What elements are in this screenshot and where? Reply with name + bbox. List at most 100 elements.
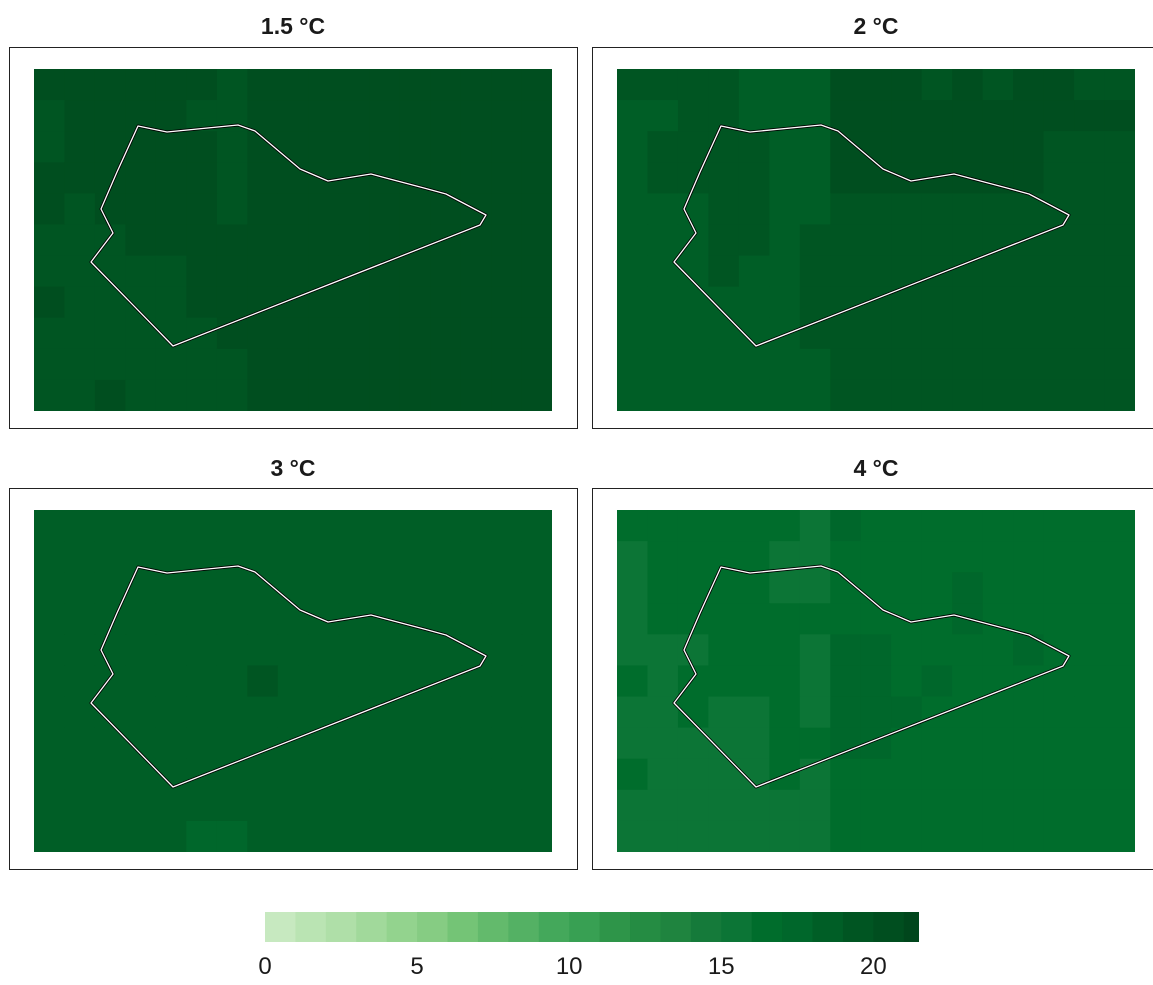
heatmap-cell [830,696,862,729]
heatmap-4 [617,510,1135,852]
heatmap-cell [1074,758,1106,791]
heatmap-cell [830,224,862,257]
heatmap-cell [155,224,187,257]
map-panel-3 [34,510,552,852]
heatmap-cell [799,572,831,604]
heatmap-cell [491,224,523,257]
heatmap-cell [521,69,552,101]
heatmap-cell [155,348,187,381]
heatmap-cell [1104,69,1135,101]
heatmap-cell [617,541,649,573]
heatmap-cell [830,510,862,542]
heatmap-cell [738,603,770,635]
heatmap-cell [982,193,1014,226]
colorbar-swatch [690,912,722,942]
heatmap-cell [708,348,740,381]
heatmap-cell [891,224,923,257]
heatmap-cell [830,379,862,411]
heatmap-cell [921,193,953,226]
panel-title-1: 1.5 °C [260,13,326,39]
heatmap-cell [799,162,831,194]
heatmap-cell [1074,224,1106,257]
heatmap-cell [982,317,1014,350]
heatmap-cell [647,727,679,760]
heatmap-cell [34,255,66,288]
heatmap-cell [799,348,831,381]
heatmap-cell [155,541,187,573]
heatmap-cell [308,379,340,411]
heatmap-cell [186,603,218,635]
heatmap-cell [460,100,492,132]
colorbar-swatch [903,912,919,942]
heatmap-cell [491,510,523,542]
heatmap-cell [430,541,462,573]
heatmap-cell [491,286,523,319]
heatmap-cell [338,727,370,760]
heatmap-cell [338,572,370,604]
heatmap-cell [277,255,309,288]
heatmap-cell [647,820,679,852]
heatmap-cell [308,100,340,132]
heatmap-cell [617,789,649,822]
heatmap-cell [860,379,892,411]
heatmap-cell [369,510,401,542]
heatmap-cell [491,665,523,698]
heatmap-cell [1013,348,1045,381]
heatmap-cell [155,696,187,729]
heatmap-cell [799,510,831,542]
heatmap-cell [216,348,248,381]
heatmap-cell [982,789,1014,822]
heatmap-cell [830,348,862,381]
heatmap-cell [708,665,740,698]
heatmap-cell [64,572,96,604]
heatmap-cell [952,572,984,604]
heatmap-cell [1104,317,1135,350]
heatmap-cell [1074,131,1106,163]
heatmap-cell [1104,131,1135,163]
heatmap-cell [399,696,431,729]
heatmap-cell [891,572,923,604]
heatmap-cell [155,131,187,163]
heatmap-cell [799,286,831,319]
colorbar-swatch [508,912,540,942]
heatmap-cell [982,379,1014,411]
heatmap-cell [155,193,187,226]
heatmap-cell [952,100,984,132]
heatmap-cell [617,379,649,411]
heatmap-cell [1104,379,1135,411]
heatmap-cell [738,162,770,194]
heatmap-cell [891,510,923,542]
heatmap-cell [460,255,492,288]
heatmap-cell [277,603,309,635]
heatmap-cell [338,286,370,319]
colorbar-tick-label: 10 [555,953,583,980]
heatmap-cell [617,286,649,319]
heatmap-cell [247,69,279,101]
heatmap-cell [738,131,770,163]
heatmap-cell [186,789,218,822]
heatmap-cell [952,696,984,729]
heatmap-cell [308,541,340,573]
heatmap-cell [308,510,340,542]
heatmap-cell [338,665,370,698]
heatmap-cell [860,193,892,226]
heatmap-cell [708,162,740,194]
heatmap-cell [952,317,984,350]
heatmap-cell [708,789,740,822]
heatmap-cell [460,162,492,194]
heatmap-cell [617,131,649,163]
colorbar-tick-label: 5 [410,953,424,980]
heatmap-cell [830,634,862,667]
heatmap-cell [277,789,309,822]
heatmap-cell [491,696,523,729]
heatmap-cell [1104,100,1135,132]
heatmap-cell [677,572,710,604]
heatmap-cell [186,727,218,760]
heatmap-cell [247,224,279,257]
heatmap-cell [1074,572,1106,604]
heatmap-cell [64,789,96,822]
heatmap-cell [617,255,649,288]
heatmap-cell [860,131,892,163]
heatmap-cell [216,379,248,411]
heatmap-cell [830,193,862,226]
